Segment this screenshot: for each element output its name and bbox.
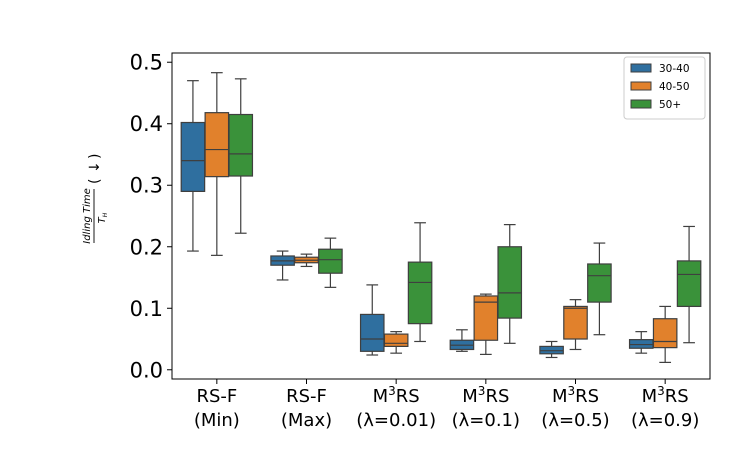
ylabel-paren-close: ) [87, 154, 103, 159]
ylabel-denominator-base: T [97, 216, 108, 223]
y-tick-label: 0.0 [130, 358, 163, 382]
y-axis-ticks: 0.0 0.1 0.2 0.3 0.4 0.5 [130, 51, 172, 382]
x-tick-label-line1: M3RS [373, 384, 420, 407]
legend-label: 50+ [659, 99, 681, 111]
iqr-box [359, 313, 385, 352]
iqr-box [628, 339, 654, 349]
x-tick-label-line1: M3RS [462, 384, 509, 407]
box-40-50-cat4 [563, 299, 588, 351]
x-tick-label-line2: (λ=0.9) [631, 410, 699, 431]
iqr-box [180, 121, 206, 192]
legend-label: 30-40 [659, 63, 690, 75]
y-axis-label: Idling Time TH ( ↓ ) [82, 154, 109, 244]
iqr-box [676, 260, 702, 308]
iqr-box [563, 305, 588, 340]
y-tick-label: 0.1 [130, 297, 163, 321]
legend-swatch [630, 99, 652, 109]
x-tick-label-line1: RS-F [196, 386, 237, 407]
ylabel-paren-open: ( [87, 179, 103, 184]
box-40-50-cat0 [204, 72, 230, 256]
x-tick-label-line1: RS-F [286, 386, 327, 407]
x-tick-label-line2: (λ=0.1) [452, 410, 520, 431]
y-tick-label: 0.5 [130, 51, 163, 75]
x-tick-label-line2: (λ=0.5) [541, 410, 609, 431]
y-tick-label: 0.3 [130, 174, 163, 198]
ylabel-numerator: Idling Time [82, 188, 93, 244]
box-40-50-cat1 [294, 253, 319, 268]
box-30-40-cat3 [449, 329, 475, 352]
iqr-box [497, 246, 523, 319]
iqr-box [383, 333, 409, 348]
y-tick-label: 0.4 [130, 112, 163, 136]
iqr-box [587, 263, 612, 303]
ylabel-arrow: ↓ [87, 161, 103, 173]
box-50+-cat4 [587, 242, 612, 336]
box-50+-cat5 [676, 225, 702, 344]
iqr-box [539, 345, 564, 355]
x-tick-label-line2: (λ=0.01) [356, 410, 436, 431]
x-tick-label-line1: M3RS [642, 384, 689, 407]
box-30-40-cat4 [539, 340, 564, 359]
box-30-40-cat0 [180, 80, 206, 252]
legend-swatch [630, 63, 652, 73]
iqr-box [204, 112, 230, 178]
x-tick-label-line1: M3RS [552, 384, 599, 407]
box-30-40-cat1 [270, 250, 295, 281]
iqr-box [407, 261, 433, 325]
iqr-box [652, 318, 678, 349]
x-axis-ticks: RS-F (Min) RS-F (Max) M3RS (λ=0.01) M3RS (λ=0.1… [194, 379, 699, 431]
iqr-box [318, 248, 343, 274]
box-50+-cat0 [228, 78, 254, 234]
box-50+-cat3 [497, 224, 523, 344]
box-40-50-cat5 [652, 305, 678, 363]
legend-label: 40-50 [659, 81, 690, 93]
ylabel-denominator: TH [97, 212, 109, 223]
plot-frame [171, 52, 711, 380]
x-tick-label-line2: (Min) [194, 410, 240, 431]
ylabel-denominator-sub: H [102, 212, 109, 217]
iqr-box [228, 113, 254, 177]
x-tick-label-line2: (Max) [281, 410, 332, 431]
box-50+-cat2 [407, 222, 433, 343]
box-50+-cat1 [318, 237, 343, 288]
box-30-40-cat2 [359, 284, 385, 356]
legend: 30-40 40-50 50+ [623, 56, 706, 120]
legend-swatch [630, 81, 652, 91]
plot-area [172, 53, 710, 379]
y-tick-label: 0.2 [130, 235, 163, 259]
box-40-50-cat3 [473, 293, 499, 355]
boxes-layer [180, 72, 702, 363]
box-40-50-cat2 [383, 331, 409, 354]
